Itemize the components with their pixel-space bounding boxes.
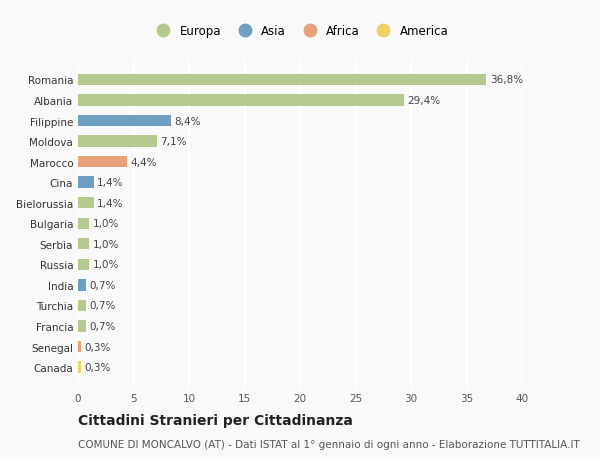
Text: 0,3%: 0,3% xyxy=(85,362,111,372)
Text: 36,8%: 36,8% xyxy=(490,75,523,85)
Bar xyxy=(78,259,89,270)
Bar xyxy=(78,321,86,332)
Text: 0,7%: 0,7% xyxy=(89,301,115,311)
Bar xyxy=(78,362,82,373)
Text: 0,7%: 0,7% xyxy=(89,280,115,290)
Text: 1,0%: 1,0% xyxy=(92,260,119,270)
Legend: Europa, Asia, Africa, America: Europa, Asia, Africa, America xyxy=(149,23,451,40)
Bar xyxy=(78,177,94,188)
Text: 1,4%: 1,4% xyxy=(97,198,124,208)
Text: 1,0%: 1,0% xyxy=(92,219,119,229)
Bar xyxy=(78,239,89,250)
Text: 4,4%: 4,4% xyxy=(130,157,157,167)
Text: Cittadini Stranieri per Cittadinanza: Cittadini Stranieri per Cittadinanza xyxy=(78,414,353,428)
Bar xyxy=(78,157,127,168)
Text: 0,3%: 0,3% xyxy=(85,342,111,352)
Bar xyxy=(78,198,94,209)
Bar xyxy=(78,136,157,147)
Text: 1,0%: 1,0% xyxy=(92,239,119,249)
Text: COMUNE DI MONCALVO (AT) - Dati ISTAT al 1° gennaio di ogni anno - Elaborazione T: COMUNE DI MONCALVO (AT) - Dati ISTAT al … xyxy=(78,440,580,449)
Text: 29,4%: 29,4% xyxy=(407,96,441,106)
Text: 8,4%: 8,4% xyxy=(175,116,201,126)
Bar xyxy=(78,116,171,127)
Text: 7,1%: 7,1% xyxy=(160,137,187,147)
Bar xyxy=(78,280,86,291)
Text: 0,7%: 0,7% xyxy=(89,321,115,331)
Bar xyxy=(78,341,82,353)
Bar xyxy=(78,75,487,86)
Bar xyxy=(78,95,404,106)
Text: 1,4%: 1,4% xyxy=(97,178,124,188)
Bar xyxy=(78,300,86,311)
Bar xyxy=(78,218,89,230)
